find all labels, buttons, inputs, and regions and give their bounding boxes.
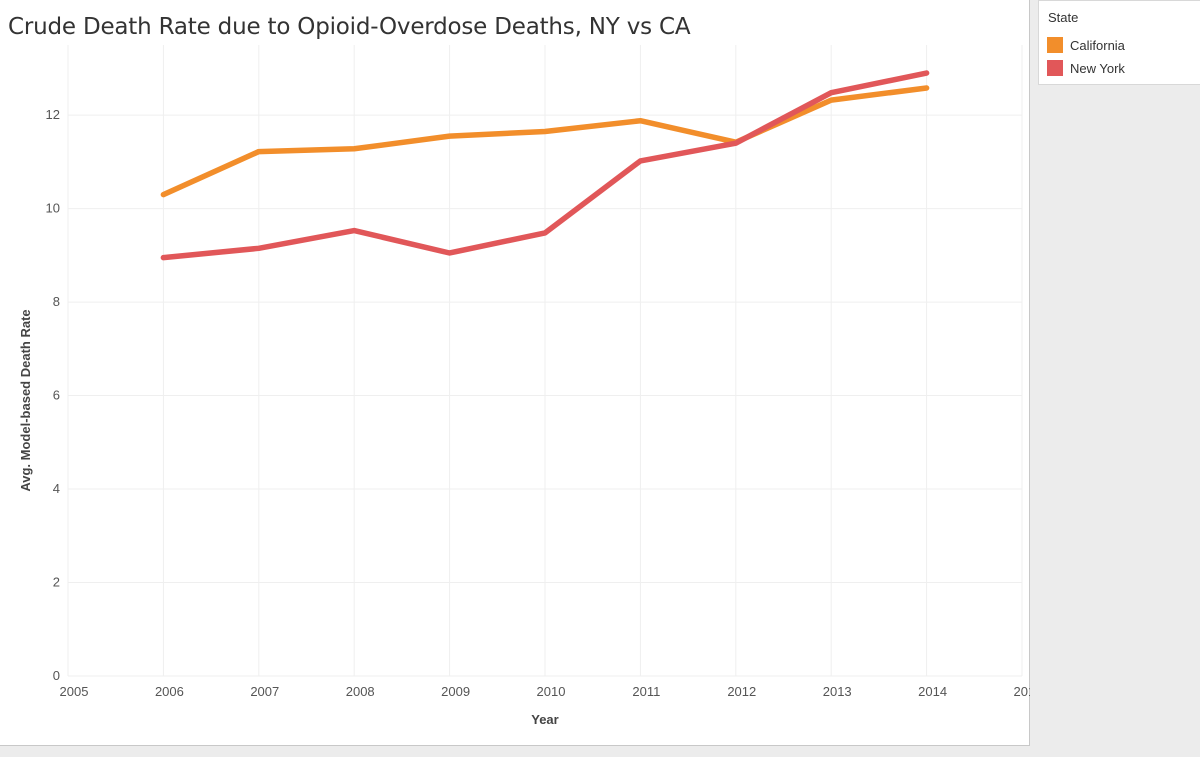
series-line-new-york xyxy=(160,70,930,261)
x-tick-label: 2008 xyxy=(346,684,375,699)
line-chart: 2005 2006 2007 2008 2009 2010 2011 2012 2013 2014… xyxy=(18,45,1030,727)
legend-swatch-new-york xyxy=(1047,60,1063,76)
x-axis-label: Year xyxy=(531,712,558,727)
x-tick-label: 2012 xyxy=(727,684,756,699)
legend-item-california[interactable]: California xyxy=(1047,37,1125,53)
x-tick-label: 2013 xyxy=(823,684,852,699)
y-tick-label: 6 xyxy=(53,388,60,403)
legend: State California New York xyxy=(1038,0,1200,85)
chart-title: Crude Death Rate due to Opioid-Overdose … xyxy=(8,14,691,40)
worksheet: Crude Death Rate due to Opioid-Overdose … xyxy=(0,0,1030,746)
x-tick-label: 2009 xyxy=(441,684,470,699)
y-tick-label: 0 xyxy=(53,668,60,683)
y-tick-label: 10 xyxy=(46,201,60,216)
x-tick-label: 2014 xyxy=(918,684,947,699)
y-axis-label: Avg. Model-based Death Rate xyxy=(18,309,33,491)
y-tick-label: 12 xyxy=(46,107,60,122)
y-tick-label: 2 xyxy=(53,575,60,590)
x-tick-label: 2007 xyxy=(250,684,279,699)
x-tick-label: 2005 xyxy=(60,684,89,699)
legend-label-california: California xyxy=(1070,37,1125,53)
series-line-california xyxy=(160,85,930,198)
y-tick-label: 8 xyxy=(53,294,60,309)
x-tick-label: 2006 xyxy=(155,684,184,699)
x-tick-label: 2010 xyxy=(537,684,566,699)
x-tick-label: 2015 xyxy=(1014,684,1030,699)
legend-label-new-york: New York xyxy=(1070,60,1125,76)
legend-title: State xyxy=(1048,10,1079,25)
legend-swatch-california xyxy=(1047,37,1063,53)
y-tick-label: 4 xyxy=(53,481,60,496)
x-tick-label: 2011 xyxy=(632,684,660,699)
legend-item-new-york[interactable]: New York xyxy=(1047,60,1125,76)
